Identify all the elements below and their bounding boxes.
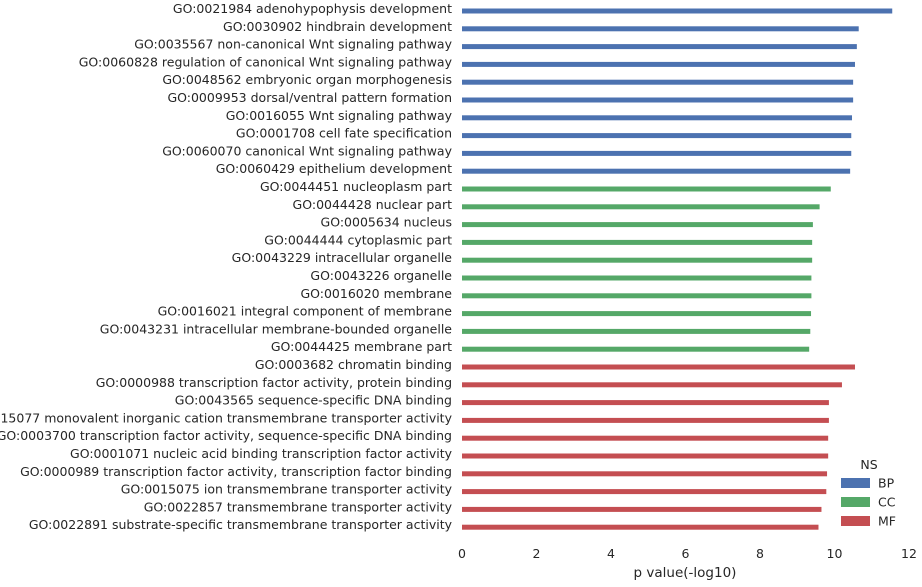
category-label: GO:0044444 cytoplasmic part [264, 232, 452, 247]
category-label: GO:0016020 membrane [300, 286, 452, 301]
legend-label-cc: CC [878, 495, 896, 510]
x-tick-label: 10 [827, 546, 843, 561]
category-label: GO:0044451 nucleoplasm part [260, 179, 452, 194]
bar-bp [462, 26, 859, 32]
bar-mf [462, 382, 842, 388]
category-label: GO:0000989 transcription factor activity… [20, 464, 452, 479]
category-labels: GO:0021984 adenohypophysis development GO… [0, 1, 453, 532]
category-label: GO:0005634 nucleus [321, 215, 452, 230]
category-label: GO:0016021 integral component of membran… [158, 304, 453, 319]
legend-swatch-bp [841, 478, 870, 488]
bar-mf [462, 417, 829, 423]
x-tick-label: 8 [756, 546, 764, 561]
legend-swatch-mf [841, 516, 870, 526]
legend: NS BP CC MF [841, 457, 896, 529]
x-axis-ticks: 0 2 4 6 8 10 12 [458, 546, 917, 561]
category-label: GO:0001708 cell fate specification [236, 126, 452, 141]
legend-swatch-cc [841, 497, 870, 507]
legend-title: NS [860, 457, 877, 472]
category-label: GO:0009953 dorsal/ventral pattern format… [167, 90, 452, 105]
category-label: GO:0044425 membrane part [271, 339, 452, 354]
bars-group [462, 8, 893, 530]
bar-cc [462, 239, 813, 245]
category-label: GO:0022857 transmembrane transporter act… [144, 499, 453, 514]
category-label: GO:0015075 ion transmembrane transporter… [121, 482, 453, 497]
x-tick-label: 2 [533, 546, 541, 561]
bar-bp [462, 44, 857, 50]
category-label: GO:0001071 nucleic acid binding transcri… [70, 446, 453, 461]
bar-cc [462, 346, 810, 352]
category-label: GO:0043565 sequence-specific DNA binding [175, 393, 452, 408]
bar-cc [462, 311, 812, 317]
bar-mf [462, 400, 829, 406]
bar-cc [462, 328, 811, 334]
category-label: GO:0043231 intracellular membrane-bounde… [100, 321, 453, 336]
bar-mf [462, 471, 828, 477]
bar-mf [462, 453, 829, 459]
x-tick-label: 6 [682, 546, 690, 561]
x-axis-title: p value(-log10) [634, 565, 737, 581]
bar-cc [462, 204, 820, 210]
x-tick-label: 4 [607, 546, 615, 561]
category-label: GO:0021984 adenohypophysis development [173, 1, 452, 16]
category-label: GO:0048562 embryonic organ morphogenesis [162, 72, 452, 87]
category-label: GO:0022891 substrate-specific transmembr… [29, 517, 453, 532]
bar-bp [462, 61, 855, 67]
bar-cc [462, 222, 813, 228]
category-label: GO:0043229 intracellular organelle [232, 250, 453, 265]
category-label: GO:0030902 hindbrain development [223, 19, 452, 34]
category-label: GO:0060070 canonical Wnt signaling pathw… [162, 143, 452, 158]
category-label: GO:0015077 monovalent inorganic cation t… [0, 410, 453, 425]
bar-bp [462, 150, 852, 156]
category-label: GO:0016055 Wnt signaling pathway [226, 108, 453, 123]
bar-mf [462, 489, 827, 495]
legend-label-mf: MF [878, 514, 896, 529]
category-label: GO:0003682 chromatin binding [255, 357, 452, 372]
x-tick-label: 12 [901, 546, 917, 561]
bar-cc [462, 257, 813, 263]
bar-bp [462, 133, 852, 139]
legend-entries: BP CC MF [841, 476, 896, 529]
legend-label-bp: BP [878, 476, 895, 491]
bar-cc [462, 186, 831, 192]
bar-bp [462, 79, 854, 85]
category-label: GO:0003700 transcription factor activity… [0, 428, 452, 443]
x-tick-label: 0 [458, 546, 466, 561]
category-label: GO:0060429 epithelium development [216, 161, 452, 176]
bar-bp [462, 115, 853, 121]
category-label: GO:0000988 transcription factor activity… [96, 375, 452, 390]
category-label: GO:0060828 regulation of canonical Wnt s… [79, 54, 453, 69]
category-label: GO:0044428 nuclear part [293, 197, 453, 212]
bar-mf [462, 506, 822, 512]
bar-bp [462, 168, 851, 174]
bar-mf [462, 364, 855, 370]
bar-bp [462, 97, 854, 103]
bar-cc [462, 275, 812, 281]
bar-mf [462, 435, 829, 441]
category-label: GO:0043226 organelle [310, 268, 452, 283]
bar-bp [462, 8, 893, 14]
category-label: GO:0035567 non-canonical Wnt signaling p… [134, 37, 452, 52]
bar-mf [462, 524, 819, 530]
bar-cc [462, 293, 812, 299]
